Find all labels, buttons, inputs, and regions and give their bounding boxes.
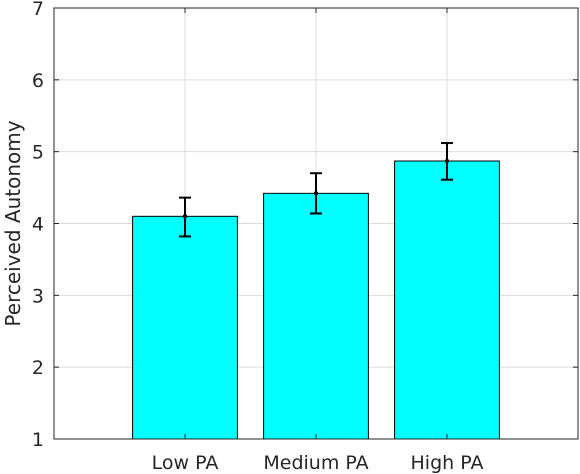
- x-tick-label: Low PA: [152, 452, 219, 474]
- y-tick-label: 1: [32, 429, 44, 451]
- bar-low-pa: [132, 215, 238, 440]
- x-tick-label: Medium PA: [263, 452, 368, 474]
- mean-point: [182, 214, 188, 219]
- bar-high-pa: [394, 160, 500, 440]
- y-tick-label: 3: [32, 285, 44, 307]
- mean-point: [444, 158, 450, 164]
- y-axis-label: Perceived Autonomy: [1, 120, 25, 326]
- bar-medium-pa: [263, 192, 369, 440]
- y-tick-label: 5: [32, 142, 44, 164]
- y-tick-label: 2: [32, 357, 44, 379]
- y-tick-label: 4: [32, 214, 44, 236]
- error-bars: [179, 142, 453, 238]
- mean-point: [313, 191, 319, 196]
- y-tick-label: 6: [32, 70, 44, 92]
- y-ticks: 1 2 3 4 5 6 7: [32, 0, 578, 451]
- x-ticks: Low PA Medium PA High PA: [152, 8, 484, 474]
- y-tick-label: 7: [32, 0, 44, 20]
- x-tick-label: High PA: [411, 452, 484, 474]
